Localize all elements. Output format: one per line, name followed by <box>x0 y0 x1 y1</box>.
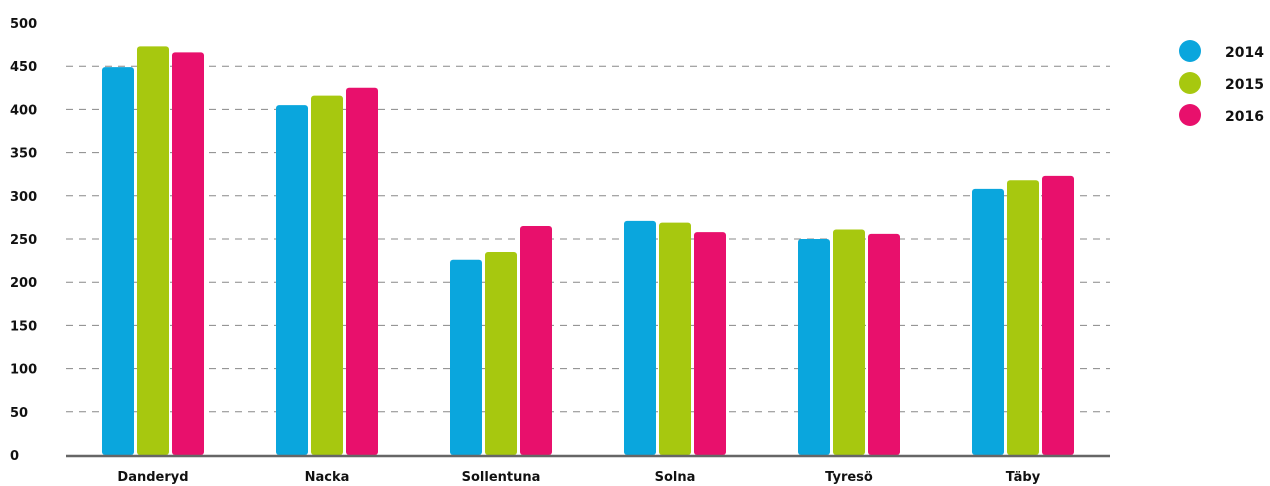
y-tick-label: 300 <box>10 190 37 205</box>
bar-2014-0 <box>102 67 134 456</box>
y-axis-ticks: 0 50 100 150 200 250 300 350 400 450 500 <box>10 17 37 464</box>
y-tick-label: 200 <box>10 276 37 291</box>
y-tick-label: 50 <box>10 406 28 421</box>
y-tick-label: 0 <box>10 449 19 464</box>
bar-2016-2 <box>520 226 552 455</box>
legend-swatch-2016 <box>1179 104 1201 126</box>
y-tick-label: 350 <box>10 147 37 162</box>
x-tick-label: Sollentuna <box>462 470 541 485</box>
bar-2015-5 <box>1007 180 1039 456</box>
x-tick-label: Tyresö <box>825 470 873 485</box>
gridlines <box>66 65 1110 413</box>
legend-label: 2014 <box>1225 45 1264 61</box>
x-tick-label: Danderyd <box>117 470 188 485</box>
bar-2014-3 <box>624 220 656 455</box>
y-tick-label: 400 <box>10 103 37 118</box>
x-tick-label: Solna <box>655 470 696 485</box>
bar-2014-4 <box>798 239 830 455</box>
bar-2015-3 <box>659 222 691 455</box>
x-tick-label: Täby <box>1006 470 1041 485</box>
bar-2016-5 <box>1042 175 1074 456</box>
y-tick-label: 150 <box>10 319 37 334</box>
legend-label: 2016 <box>1225 109 1264 125</box>
bars <box>102 46 1074 456</box>
y-tick-label: 450 <box>10 60 37 75</box>
bar-2014-2 <box>450 259 482 455</box>
y-tick-label: 500 <box>10 17 37 32</box>
legend-swatch-2015 <box>1179 72 1201 94</box>
bar-2016-4 <box>868 233 900 455</box>
bar-2015-1 <box>311 95 343 456</box>
bar-2015-0 <box>137 46 169 455</box>
y-tick-label: 250 <box>10 233 37 248</box>
bar-2015-2 <box>485 251 517 455</box>
bar-2016-0 <box>172 52 204 455</box>
legend-swatch-2014 <box>1179 40 1201 62</box>
y-tick-label: 100 <box>10 363 37 378</box>
x-tick-label: Nacka <box>305 470 350 485</box>
bar-2016-3 <box>694 232 726 455</box>
legend: 2014 2015 2016 <box>1179 40 1264 126</box>
x-axis: Danderyd Nacka Sollentuna Solna Tyresö Täby <box>66 454 1110 485</box>
bar-2015-4 <box>833 229 865 455</box>
bar-2016-1 <box>346 87 378 456</box>
bar-2014-1 <box>276 105 308 455</box>
legend-label: 2015 <box>1225 77 1264 93</box>
bar-2014-5 <box>972 188 1004 455</box>
